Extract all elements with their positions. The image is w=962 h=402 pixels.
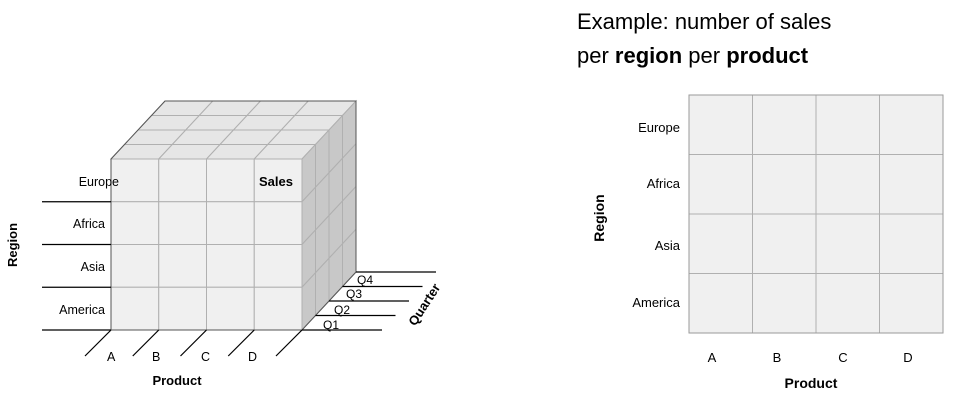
cube-product-divider	[275, 329, 303, 357]
example-grid-cell	[879, 154, 944, 215]
example-title-mid: per	[682, 43, 726, 68]
example-product-label-c: C	[838, 350, 847, 365]
cube-quarter-label-q4: Q4	[357, 273, 373, 287]
cube-front-cell	[253, 286, 303, 331]
example-grid-cell	[688, 273, 753, 334]
cube-region-label-europe: Europe	[79, 175, 119, 189]
example-title-line-1: Example: number of sales	[577, 9, 831, 34]
cube-front-cell	[206, 158, 255, 203]
cube-product-label-b: B	[152, 350, 160, 364]
example-grid-cell	[752, 94, 817, 155]
example-product-label-b: B	[773, 350, 782, 365]
cube-product-divider	[132, 329, 160, 357]
cube-sales-cell-label: Sales	[259, 174, 293, 189]
example-grid-cell	[688, 94, 753, 155]
cube-front-cell	[158, 286, 207, 331]
cube-region-label-asia: Asia	[81, 260, 105, 274]
cube-front-cell	[253, 244, 303, 288]
cube-front-cell	[206, 244, 255, 288]
cube-front-cell	[206, 286, 255, 331]
example-grid-cell	[815, 213, 880, 274]
cube-region-label-america: America	[59, 303, 105, 317]
cube-front-cell	[110, 286, 160, 331]
example-grid-cell	[815, 273, 880, 334]
cube-quarter-label-q1: Q1	[323, 318, 339, 332]
cube-front-cell	[158, 244, 207, 288]
cube-product-divider	[227, 329, 255, 357]
cube-front-cell	[110, 244, 160, 288]
cube-faces	[109, 99, 358, 332]
example-grid	[688, 94, 944, 334]
olap-cube: Europe Africa Asia America A B C D Q1 Q2…	[5, 99, 443, 388]
example-region-label-america: America	[632, 295, 680, 310]
example-grid-cell	[879, 213, 944, 274]
example-region-label-europe: Europe	[638, 120, 680, 135]
example-grid-cell	[815, 94, 880, 155]
cube-quarter-label-q2: Q2	[334, 303, 350, 317]
cube-product-divider	[180, 329, 207, 357]
cube-front-cell	[206, 201, 255, 245]
example-panel: Example: number of sales per region per …	[577, 9, 944, 391]
cube-product-axis-title: Product	[152, 373, 202, 388]
cube-product-divider	[84, 329, 112, 357]
example-grid-border	[688, 94, 944, 334]
cube-front-cell	[158, 158, 207, 203]
example-product-label-a: A	[708, 350, 717, 365]
cube-region-label-africa: Africa	[73, 217, 105, 231]
cube-front-cell	[110, 201, 160, 245]
cube-quarter-axis-title: Quarter	[405, 281, 443, 329]
example-product-axis-title: Product	[785, 375, 838, 391]
example-grid-cell	[752, 154, 817, 215]
example-grid-cell	[752, 273, 817, 334]
example-grid-cell	[688, 213, 753, 274]
example-region-label-africa: Africa	[647, 176, 681, 191]
example-region-label-asia: Asia	[655, 238, 681, 253]
example-grid-cell	[879, 94, 944, 155]
example-title-pre: per	[577, 43, 615, 68]
example-title-line-2: per region per product	[577, 43, 809, 68]
cube-front-cell	[253, 201, 303, 245]
example-grid-cell	[879, 273, 944, 334]
cube-front-cell	[158, 201, 207, 245]
cube-region-axis-title: Region	[5, 223, 20, 267]
cube-product-label-d: D	[248, 350, 257, 364]
cube-product-label-a: A	[107, 350, 116, 364]
example-grid-cell	[688, 154, 753, 215]
cube-product-label-c: C	[201, 350, 210, 364]
example-grid-cell	[752, 213, 817, 274]
cube-front-cell	[253, 158, 303, 203]
cube-quarter-label-q3: Q3	[346, 287, 362, 301]
example-title-region: region	[615, 43, 682, 68]
example-title-product: product	[726, 43, 809, 68]
example-grid-cell	[815, 154, 880, 215]
cube-axis-lines	[42, 201, 436, 357]
example-region-axis-title: Region	[591, 194, 607, 241]
example-product-label-d: D	[903, 350, 912, 365]
